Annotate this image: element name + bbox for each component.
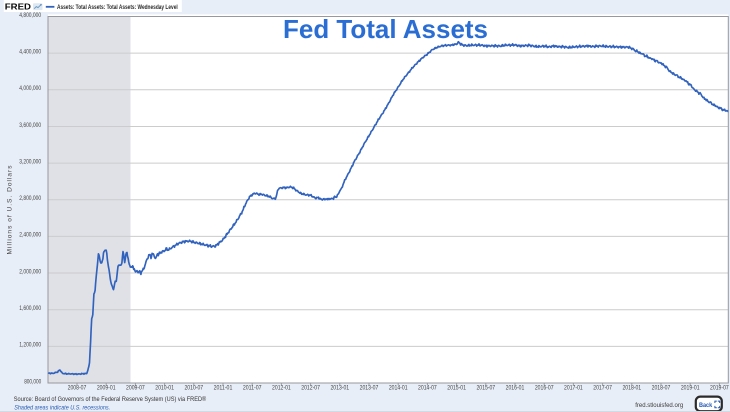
svg-text:fred.stlouisfed.org: fred.stlouisfed.org bbox=[635, 402, 683, 409]
svg-text:Assets: Total Assets: Total As: Assets: Total Assets: Total Assets: Wedn… bbox=[57, 4, 178, 11]
svg-text:2,400,000: 2,400,000 bbox=[19, 232, 41, 239]
svg-text:2009-01: 2009-01 bbox=[97, 385, 116, 392]
svg-text:2017-01: 2017-01 bbox=[564, 385, 583, 392]
svg-text:2015-01: 2015-01 bbox=[447, 385, 466, 392]
svg-text:2010-01: 2010-01 bbox=[155, 385, 174, 392]
svg-text:2013-07: 2013-07 bbox=[360, 385, 379, 392]
svg-text:2018-07: 2018-07 bbox=[652, 385, 671, 392]
svg-text:2,800,000: 2,800,000 bbox=[19, 195, 41, 202]
svg-text:1,200,000: 1,200,000 bbox=[19, 342, 41, 349]
svg-text:800,000: 800,000 bbox=[24, 378, 41, 385]
svg-text:4,000,000: 4,000,000 bbox=[19, 85, 41, 92]
svg-text:Back: Back bbox=[699, 402, 712, 409]
svg-text:2015-07: 2015-07 bbox=[476, 385, 495, 392]
svg-text:2014-07: 2014-07 bbox=[418, 385, 437, 392]
svg-text:2016-07: 2016-07 bbox=[535, 385, 554, 392]
svg-text:2011-07: 2011-07 bbox=[243, 385, 262, 392]
svg-text:FRED: FRED bbox=[5, 1, 31, 11]
svg-text:4,800,000: 4,800,000 bbox=[19, 12, 41, 19]
svg-text:2017-07: 2017-07 bbox=[593, 385, 612, 392]
svg-text:2,000,000: 2,000,000 bbox=[19, 268, 41, 275]
svg-text:Source: Board of Governors of: Source: Board of Governors of the Federa… bbox=[14, 395, 206, 403]
svg-text:2019-01: 2019-01 bbox=[681, 385, 700, 392]
svg-text:Shaded areas indicate U.S. rec: Shaded areas indicate U.S. recessions. bbox=[14, 404, 110, 411]
svg-text:2011-01: 2011-01 bbox=[214, 385, 233, 392]
svg-text:2019-07: 2019-07 bbox=[710, 385, 729, 392]
svg-text:3,600,000: 3,600,000 bbox=[19, 122, 41, 129]
svg-text:2016-01: 2016-01 bbox=[506, 385, 525, 392]
svg-text:3,200,000: 3,200,000 bbox=[19, 158, 41, 165]
svg-text:2012-01: 2012-01 bbox=[272, 385, 291, 392]
svg-text:2014-01: 2014-01 bbox=[389, 385, 408, 392]
svg-text:2010-07: 2010-07 bbox=[184, 385, 203, 392]
svg-text:2008-07: 2008-07 bbox=[68, 385, 87, 392]
svg-text:Millions of U.S. Dollars: Millions of U.S. Dollars bbox=[7, 165, 14, 255]
svg-text:4,400,000: 4,400,000 bbox=[19, 48, 41, 55]
svg-text:2013-01: 2013-01 bbox=[330, 385, 349, 392]
svg-text:2018-01: 2018-01 bbox=[622, 385, 641, 392]
svg-text:2009-07: 2009-07 bbox=[126, 385, 145, 392]
svg-text:2012-07: 2012-07 bbox=[301, 385, 320, 392]
svg-text:Fed Total Assets: Fed Total Assets bbox=[283, 14, 488, 44]
svg-text:1,600,000: 1,600,000 bbox=[19, 305, 41, 312]
